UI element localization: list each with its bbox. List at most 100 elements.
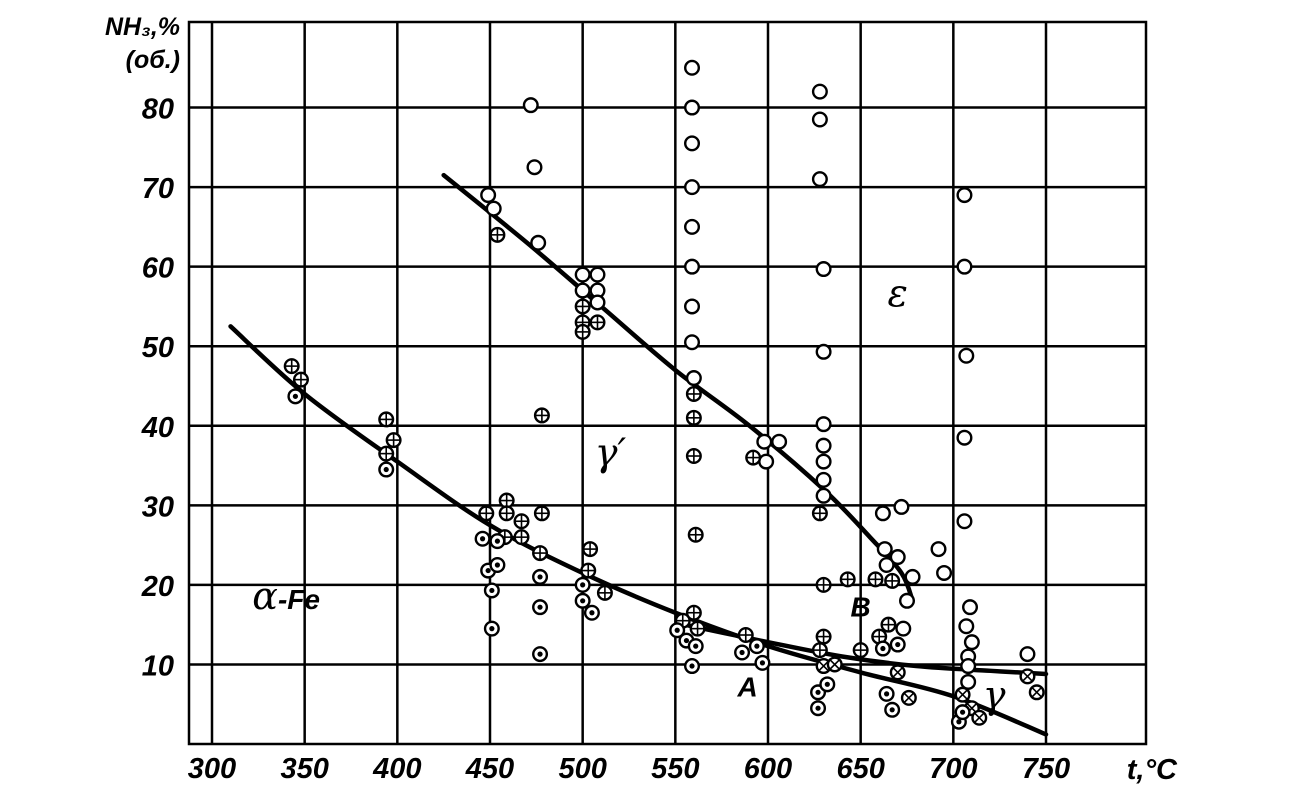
data-point-open-circle [962, 599, 979, 616]
data-point-crossed-circle [582, 541, 599, 558]
data-point-open-circle [589, 266, 606, 283]
data-point-dot-circle [684, 658, 701, 675]
data-point-crossed-circle [880, 616, 897, 633]
y-tick-label: 10 [142, 650, 174, 682]
data-point-dot-circle [687, 638, 704, 655]
data-points [283, 59, 1045, 730]
data-point-open-circle [684, 258, 701, 275]
x-tick-label: 600 [744, 753, 792, 785]
data-point-dot-circle [889, 636, 906, 653]
data-point-open-circle [956, 513, 973, 530]
data-point-dot-circle [532, 599, 549, 616]
data-point-x-circle [889, 664, 906, 681]
data-point-dot-circle [483, 582, 500, 599]
data-point-open-circle [904, 568, 921, 585]
data-point-open-circle [684, 218, 701, 235]
y-tick-label: 50 [142, 332, 174, 364]
data-point-dot-circle [874, 640, 891, 657]
data-point-open-circle [815, 437, 832, 454]
y-tick-label: 60 [142, 253, 174, 285]
data-point-crossed-circle [884, 572, 901, 589]
data-point-crossed-circle [685, 385, 702, 402]
data-point-open-circle [485, 200, 502, 217]
data-point-crossed-circle [852, 642, 869, 659]
data-point-crossed-circle [498, 505, 515, 522]
data-point-open-circle [758, 453, 775, 470]
data-point-crossed-circle [378, 411, 395, 428]
data-point-x-circle [954, 686, 971, 703]
y-tick-label: 80 [142, 94, 174, 126]
data-point-open-circle [874, 505, 891, 522]
data-point-open-circle [956, 187, 973, 204]
data-point-open-circle [876, 541, 893, 558]
data-point-dot-circle [483, 620, 500, 637]
data-point-x-circle [971, 709, 988, 726]
y-tick-label: 70 [142, 173, 174, 205]
data-point-open-circle [930, 541, 947, 558]
data-point-crossed-circle [489, 226, 506, 243]
data-point-crossed-circle [685, 409, 702, 426]
data-point-crossed-circle [292, 371, 309, 388]
data-point-crossed-circle [811, 642, 828, 659]
data-point-open-circle [811, 171, 828, 188]
data-point-open-circle [589, 294, 606, 311]
data-point-open-circle [574, 282, 591, 299]
data-point-crossed-circle [867, 571, 884, 588]
plot-frame [187, 20, 1148, 746]
data-point-open-circle [684, 179, 701, 196]
data-point-crossed-circle [580, 562, 597, 579]
data-point-open-circle [815, 261, 832, 278]
labels: 300 350 400 450 500 550 600 650 700 750 10 20 30 40 50… [105, 13, 1178, 786]
y-axis-label-unit: (об.) [126, 46, 180, 74]
x-axis-label: t,°C [1127, 754, 1178, 786]
data-point-crossed-circle [815, 576, 832, 593]
data-point-crossed-circle [574, 298, 591, 315]
data-point-open-circle [936, 564, 953, 581]
data-point-crossed-circle [533, 407, 550, 424]
data-point-open-circle [685, 370, 702, 387]
data-point-dot-circle [810, 700, 827, 717]
data-point-open-circle [684, 135, 701, 152]
x-tick-label: 450 [465, 753, 514, 785]
data-point-crossed-circle [378, 445, 395, 462]
x-tick-label: 700 [929, 753, 977, 785]
data-point-open-circle [1019, 646, 1036, 663]
data-point-open-circle [889, 549, 906, 566]
region-label: α-Fe [252, 574, 320, 618]
data-point-dot-circle [532, 646, 549, 663]
data-point-open-circle [960, 673, 977, 690]
data-point-crossed-circle [839, 571, 856, 588]
grid [189, 22, 1146, 744]
data-point-crossed-circle [596, 584, 613, 601]
data-point-open-circle [530, 234, 547, 251]
boundary-curve-1 [228, 324, 1049, 737]
data-point-open-circle [893, 498, 910, 515]
data-point-open-circle [956, 258, 973, 275]
data-point-dot-circle [884, 701, 901, 718]
data-point-open-circle [815, 416, 832, 433]
data-point-dot-circle [878, 685, 895, 702]
data-point-dot-circle [819, 676, 836, 693]
x-tick-label: 400 [372, 753, 421, 785]
region-label: γ′ [595, 431, 627, 475]
data-point-crossed-circle [685, 604, 702, 621]
data-point-open-circle [958, 618, 975, 635]
data-point-x-circle [1028, 684, 1045, 701]
data-point-crossed-circle [513, 513, 530, 530]
x-tick-label: 300 [188, 753, 236, 785]
data-point-open-circle [574, 266, 591, 283]
region-label: ε [888, 271, 908, 315]
data-point-dot-circle [574, 592, 591, 609]
data-point-crossed-circle [385, 432, 402, 449]
data-point-dot-circle [583, 604, 600, 621]
data-point-dot-circle [669, 622, 686, 639]
data-point-crossed-circle [513, 529, 530, 546]
data-point-dot-circle [754, 654, 771, 671]
data-point-open-circle [956, 429, 973, 446]
x-tick-label: 750 [1022, 753, 1070, 785]
y-tick-label: 30 [142, 491, 174, 523]
data-point-open-circle [815, 487, 832, 504]
data-point-crossed-circle [533, 505, 550, 522]
data-point-open-circle [526, 159, 543, 176]
